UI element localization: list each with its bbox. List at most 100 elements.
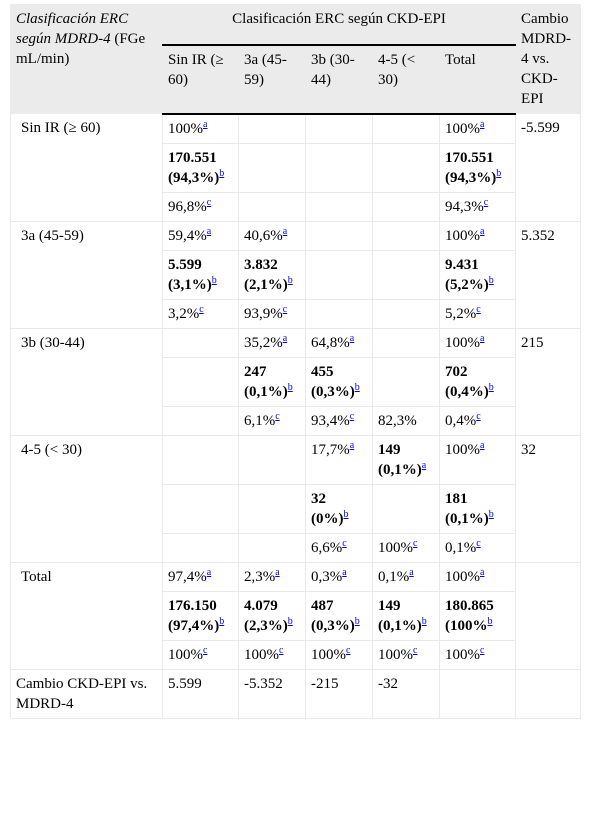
footnote-link[interactable]: b [354, 615, 360, 627]
table-cell: 93,9%c [238, 298, 306, 329]
table-row: Total 97,4%a 2,3%a 0,3%a 0,1%a 100%a [10, 561, 582, 670]
column-percent: 100% [445, 646, 480, 663]
footnote-link[interactable]: c [279, 644, 284, 656]
footnote-marker: a [207, 567, 211, 578]
count-number: 4.079 [244, 597, 278, 614]
column-header-text: Total [445, 51, 476, 68]
table-cell: 5.599 (3,1%)b [162, 249, 239, 300]
table-cell [372, 191, 440, 222]
table-cell: 702 (0,4%)b [438, 356, 517, 407]
change-cell: 32 [515, 434, 582, 563]
table-cell [238, 483, 306, 534]
footnote-link[interactable]: b [487, 615, 493, 627]
footnote-link[interactable]: a [480, 118, 485, 130]
table-cell: 100%c [162, 639, 239, 670]
table-cell [162, 327, 239, 358]
footnote-link[interactable]: b [488, 274, 494, 286]
count-percent: (2,1%) [244, 276, 288, 293]
footnote-link[interactable]: a [480, 225, 485, 237]
column-percent: 100% [378, 539, 413, 556]
footnote-link[interactable]: c [413, 537, 418, 549]
count-number: 487 [311, 597, 334, 614]
column-percent: 0,1% [445, 539, 477, 556]
footnote-link[interactable]: c [413, 644, 418, 656]
change-value: 215 [521, 334, 544, 351]
footnote-link[interactable]: b [211, 274, 217, 286]
count-percent: (0,3%) [311, 383, 355, 400]
footnote-link[interactable]: a [480, 439, 485, 451]
footnote-link[interactable]: b [219, 167, 225, 179]
row-label-header-italic: Clasificación ERC según MDRD-4 [16, 11, 129, 47]
footnote-link[interactable]: b [219, 615, 225, 627]
footnote-link[interactable]: c [476, 410, 481, 422]
footnote-link[interactable]: a [349, 332, 355, 344]
row-label: 3b (30-44) [10, 327, 163, 436]
table-cell: 3.832 (2,1%)b [238, 249, 306, 300]
footnote-link[interactable]: c [203, 644, 208, 656]
table-cell: 0,1%c [438, 532, 517, 563]
change-header: Cambio MDRD-4 vs. CKD-EPI [515, 4, 582, 114]
footnote-link[interactable]: c [275, 410, 280, 422]
footnote-link[interactable]: c [349, 410, 355, 422]
footnote-link[interactable]: a [421, 459, 427, 471]
footnote-link[interactable]: c [199, 303, 204, 315]
table-cell [372, 483, 440, 534]
footnote-link[interactable]: c [206, 196, 212, 208]
footnote-marker: b [496, 168, 501, 179]
footnote-link[interactable]: a [275, 566, 280, 578]
footnote-link[interactable]: a [342, 566, 347, 578]
footnote-marker: a [480, 440, 484, 451]
footnote-marker: b [219, 168, 224, 179]
footnote-link[interactable]: c [476, 537, 481, 549]
footer-value: -5.352 [244, 675, 283, 692]
footnote-link[interactable]: b [287, 381, 293, 393]
count-number: 180.865 [445, 597, 494, 614]
footnote-link[interactable]: c [282, 303, 288, 315]
count-value: 32 (0%) [311, 491, 344, 527]
footnote-link[interactable]: a [282, 225, 288, 237]
footnote-link[interactable]: a [480, 566, 485, 578]
count-percent: (94,3%) [168, 169, 220, 186]
footnote-link[interactable]: b [496, 167, 502, 179]
footnote-link[interactable]: b [354, 381, 360, 393]
table-cell: 100%c [372, 639, 440, 670]
footnote-link[interactable]: b [343, 508, 349, 520]
change-header-text: Cambio MDRD-4 vs. CKD-EPI [521, 11, 572, 107]
footnote-link[interactable]: a [349, 439, 355, 451]
row-label-text: Sin IR (≥ 60) [21, 120, 101, 136]
footer-cell: -215 [305, 668, 373, 719]
footnote-link[interactable]: b [421, 615, 427, 627]
footnote-link[interactable]: c [476, 303, 481, 315]
change-cell: 215 [515, 327, 582, 436]
column-percent: 5,2% [445, 305, 477, 322]
footnote-link[interactable]: b [287, 274, 293, 286]
table-cell [162, 483, 239, 534]
footnote-link[interactable]: a [409, 566, 414, 578]
row-percent: 0,1% [378, 568, 410, 585]
footnote-link[interactable]: a [206, 225, 212, 237]
row-percent: 100% [168, 120, 203, 137]
footnote-marker: b [355, 616, 360, 627]
change-value: -5.599 [521, 120, 560, 136]
footnote-link[interactable]: a [282, 332, 288, 344]
table-cell: 100%a [438, 327, 517, 358]
footnote-link[interactable]: b [488, 508, 494, 520]
table-row: Sin IR (≥ 60) 100%a 100%a -5.599 [10, 113, 582, 222]
footnote-link[interactable]: c [483, 196, 489, 208]
table-cell: 0,1%a [372, 561, 440, 592]
table-cell: 100%a [438, 113, 517, 144]
footnote-link[interactable]: a [206, 566, 212, 578]
footnote-link[interactable]: c [480, 644, 485, 656]
footnote-link[interactable]: b [287, 615, 293, 627]
count-number: 170.551 [168, 149, 217, 166]
footnote-link[interactable]: c [342, 537, 347, 549]
count-number: 32 [311, 490, 326, 507]
footnote-marker: c [413, 538, 417, 549]
footnote-link[interactable]: b [488, 381, 494, 393]
footnote-link[interactable]: c [346, 644, 351, 656]
column-percent: 6,1% [244, 412, 276, 429]
footnote-marker: b [355, 382, 360, 393]
footnote-link[interactable]: a [480, 332, 485, 344]
footnote-marker: a [480, 226, 484, 237]
footnote-link[interactable]: a [203, 118, 208, 130]
